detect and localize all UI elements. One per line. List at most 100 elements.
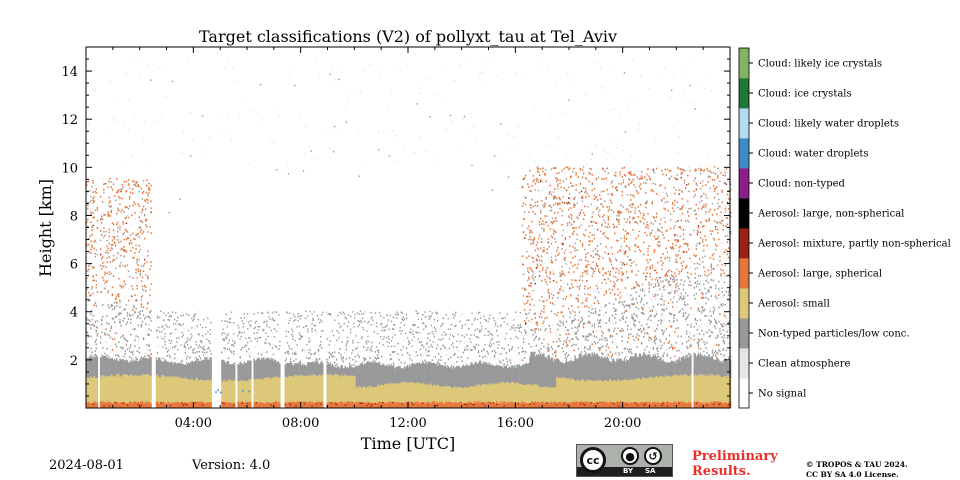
pixel [110, 244, 113, 246]
pixel [91, 226, 93, 228]
pixel [134, 116, 136, 118]
pixel [287, 331, 290, 333]
pixel [433, 334, 436, 337]
pixel [433, 318, 436, 321]
pixel [119, 303, 121, 306]
pixel [414, 355, 416, 357]
pixel [730, 231, 732, 233]
pixel [552, 341, 555, 343]
pixel [711, 331, 714, 334]
pixel [459, 367, 461, 388]
pixel [238, 364, 240, 381]
pixel [286, 351, 289, 354]
pixel [620, 328, 622, 330]
pixel [584, 354, 586, 382]
pixel [714, 295, 717, 298]
pixel [191, 360, 193, 379]
pixel [185, 341, 188, 344]
pixel [689, 57, 691, 60]
pixel [266, 325, 268, 327]
pixel [701, 355, 703, 375]
pixel [248, 321, 250, 323]
pixel [653, 315, 656, 318]
pixel [597, 291, 600, 294]
pixel [712, 310, 715, 313]
pixel [520, 331, 523, 333]
pixel [497, 317, 499, 319]
pixel [269, 137, 271, 140]
pixel [532, 273, 534, 276]
pixel [327, 313, 329, 315]
pixel [639, 353, 642, 380]
pixel [587, 193, 589, 195]
pixel [429, 339, 431, 342]
pixel [636, 169, 638, 172]
pixel [693, 352, 695, 376]
pixel [92, 315, 94, 317]
pixel [523, 352, 526, 355]
pixel [558, 377, 560, 402]
pixel [436, 312, 439, 314]
pixel [603, 199, 605, 202]
pixel [206, 316, 208, 318]
pixel [730, 347, 732, 349]
pixel [506, 368, 509, 382]
pixel [529, 354, 531, 357]
pixel [125, 374, 128, 404]
pixel [387, 366, 389, 385]
pixel [477, 350, 480, 352]
pixel [440, 356, 442, 358]
pixel [464, 348, 467, 351]
pixel [179, 198, 181, 200]
pixel [273, 359, 276, 378]
pixel [90, 326, 92, 329]
pixel [339, 326, 341, 329]
pixel [291, 333, 293, 336]
pixel [229, 379, 232, 403]
pixel [400, 333, 402, 335]
pixel [141, 320, 144, 323]
pixel [306, 343, 308, 346]
pixel [505, 352, 508, 354]
pixel [557, 378, 559, 403]
pixel [576, 327, 578, 329]
pixel [670, 89, 673, 92]
pixel [132, 246, 134, 249]
pixel [375, 362, 378, 388]
pixel [577, 342, 579, 345]
pixel [139, 358, 142, 376]
pixel [293, 376, 295, 402]
pixel [415, 326, 417, 329]
pixel [661, 313, 663, 316]
pixel [721, 292, 723, 294]
pixel [490, 384, 493, 403]
pixel [408, 382, 410, 402]
pixel [460, 367, 462, 389]
pixel [689, 332, 691, 334]
pixel [727, 356, 730, 359]
pixel [90, 354, 92, 357]
pixel [125, 238, 128, 241]
pixel [599, 209, 601, 211]
pixel [713, 325, 716, 327]
pixel [624, 380, 627, 404]
pixel [191, 335, 193, 337]
pixel [146, 349, 148, 352]
pixel [581, 326, 584, 328]
pixel [264, 359, 266, 379]
pixel [164, 335, 166, 338]
pixel [112, 308, 115, 311]
pixel [506, 381, 509, 404]
pixel [356, 346, 358, 349]
pixel [663, 342, 665, 345]
pixel [300, 315, 303, 317]
pixel [137, 270, 139, 273]
pixel [112, 236, 115, 239]
pixel [460, 388, 462, 402]
pixel [315, 332, 318, 334]
pixel [709, 322, 711, 325]
pixel [624, 305, 627, 307]
pixel [357, 351, 359, 354]
pixel [440, 348, 442, 350]
pixel [610, 215, 613, 217]
